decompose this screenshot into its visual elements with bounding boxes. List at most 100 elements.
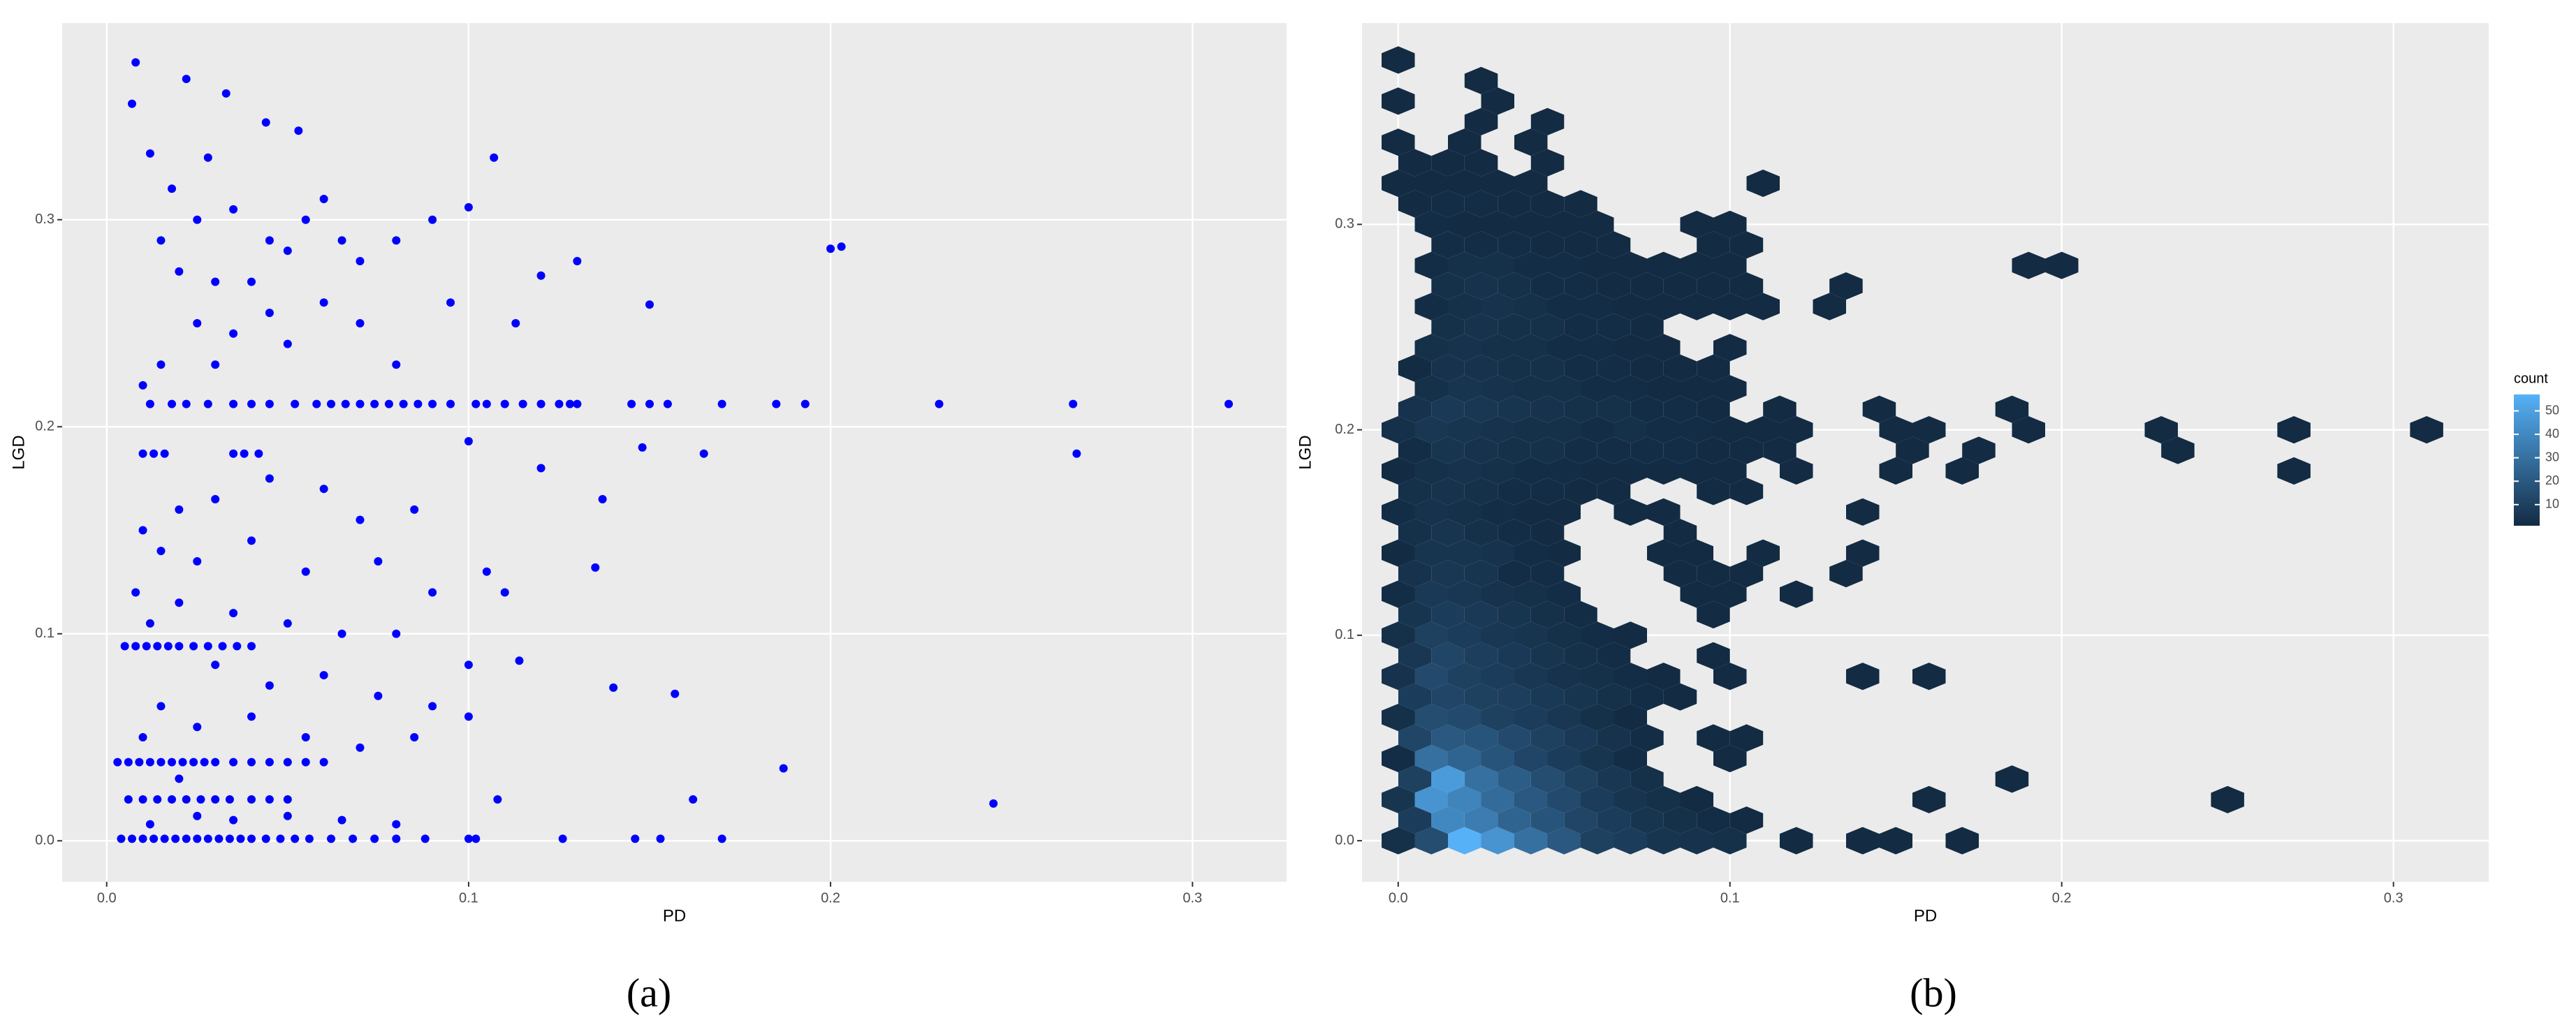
point: [482, 567, 491, 576]
hexbin: [1414, 744, 1448, 773]
point: [163, 642, 173, 651]
hexbin: [1481, 87, 1514, 115]
hexbin: [1414, 663, 1448, 690]
point: [229, 449, 238, 458]
hexbin: [1581, 744, 1614, 773]
hexbin: [1431, 806, 1465, 834]
point: [294, 126, 303, 135]
point: [193, 811, 202, 820]
point: [291, 834, 300, 843]
hexbin: [1547, 334, 1581, 362]
hexbin: [1564, 765, 1597, 793]
x-axis-title: PD: [1914, 906, 1937, 925]
hexbin: [1481, 169, 1514, 198]
x-axis-title: PD: [663, 906, 686, 925]
hexbin: [1697, 560, 1730, 588]
hexbin: [1481, 334, 1514, 362]
hexbin: [1729, 724, 1764, 752]
hexbin: [1663, 806, 1697, 834]
hexbin: [1912, 663, 1946, 690]
point: [265, 474, 274, 483]
y-tick-label: 0.1: [1335, 627, 1354, 642]
point: [518, 399, 527, 408]
hexbin: [1613, 334, 1647, 362]
hexbin: [1697, 806, 1730, 834]
point: [573, 399, 582, 408]
point: [384, 399, 393, 408]
point: [200, 758, 209, 767]
point: [225, 795, 234, 804]
hexbin: [1597, 436, 1631, 464]
point: [182, 399, 191, 408]
hexbin: [1729, 478, 1764, 505]
hexbin: [1879, 827, 1912, 855]
hexbin: [1613, 457, 1647, 485]
point: [145, 149, 154, 158]
y-tick-label: 0.2: [35, 419, 54, 434]
hexbin: [1464, 642, 1498, 670]
point: [305, 834, 314, 843]
hexbin: [1448, 169, 1481, 198]
hexbin: [1713, 580, 1747, 608]
hexbin: [1464, 354, 1498, 382]
point: [490, 153, 499, 162]
hexbin: [1431, 642, 1465, 670]
hexbin: [1647, 375, 1681, 403]
hexbin: [1382, 744, 1415, 773]
hexbin: [1382, 169, 1415, 198]
hexbin: [1663, 395, 1697, 423]
point: [464, 660, 473, 670]
hexbin: [1382, 785, 1415, 813]
hexbin: [2410, 416, 2443, 444]
point: [1072, 449, 1081, 458]
hexbin: [1382, 87, 1415, 115]
hexbin: [1382, 498, 1415, 526]
hexbin: [1547, 293, 1581, 320]
hexbin: [1448, 416, 1481, 444]
point: [1069, 399, 1078, 408]
point: [837, 242, 846, 251]
point: [128, 834, 137, 843]
hexbin: [1697, 272, 1730, 300]
point: [261, 118, 270, 127]
legend-tick-label: 30: [2545, 450, 2559, 464]
y-tick-label: 0.2: [1335, 422, 1354, 437]
hexbin: [1448, 128, 1481, 156]
hexbin: [1547, 827, 1581, 855]
point: [145, 820, 154, 829]
point: [135, 758, 144, 767]
point: [138, 733, 147, 742]
hexbin: [1431, 683, 1465, 711]
hexbin: [1564, 395, 1597, 423]
point: [301, 567, 310, 576]
point: [138, 795, 147, 804]
point: [291, 399, 300, 408]
point: [327, 834, 336, 843]
point: [410, 733, 419, 742]
hexbin: [1382, 416, 1415, 444]
hexbin: [1846, 663, 1880, 690]
hexbin: [1481, 785, 1514, 813]
hexbin: [1398, 806, 1432, 834]
hexbin: [1414, 210, 1448, 238]
panel-group: 0.0 0.1 0.2 0.3 0.0 0.1 0.2 0.3 PD LGD (a): [9, 23, 1287, 1015]
point: [536, 464, 546, 473]
point: [145, 758, 154, 767]
hexbin: [1564, 313, 1597, 341]
hexbin: [1514, 251, 1548, 279]
hexbin: [1481, 580, 1514, 608]
hexbin: [1597, 683, 1631, 711]
hexbin: [1912, 416, 1946, 444]
hexbin: [1879, 457, 1912, 485]
point: [156, 547, 166, 556]
point: [196, 795, 205, 804]
hexbin: [1464, 519, 1498, 547]
hexbin: [1713, 663, 1747, 690]
point: [193, 556, 202, 566]
hexbin: [1846, 827, 1880, 855]
hexbin: [1647, 457, 1681, 485]
hexbin: [1746, 293, 1780, 320]
hexbin: [1581, 416, 1614, 444]
point: [138, 449, 147, 458]
hexbin: [1448, 704, 1481, 732]
